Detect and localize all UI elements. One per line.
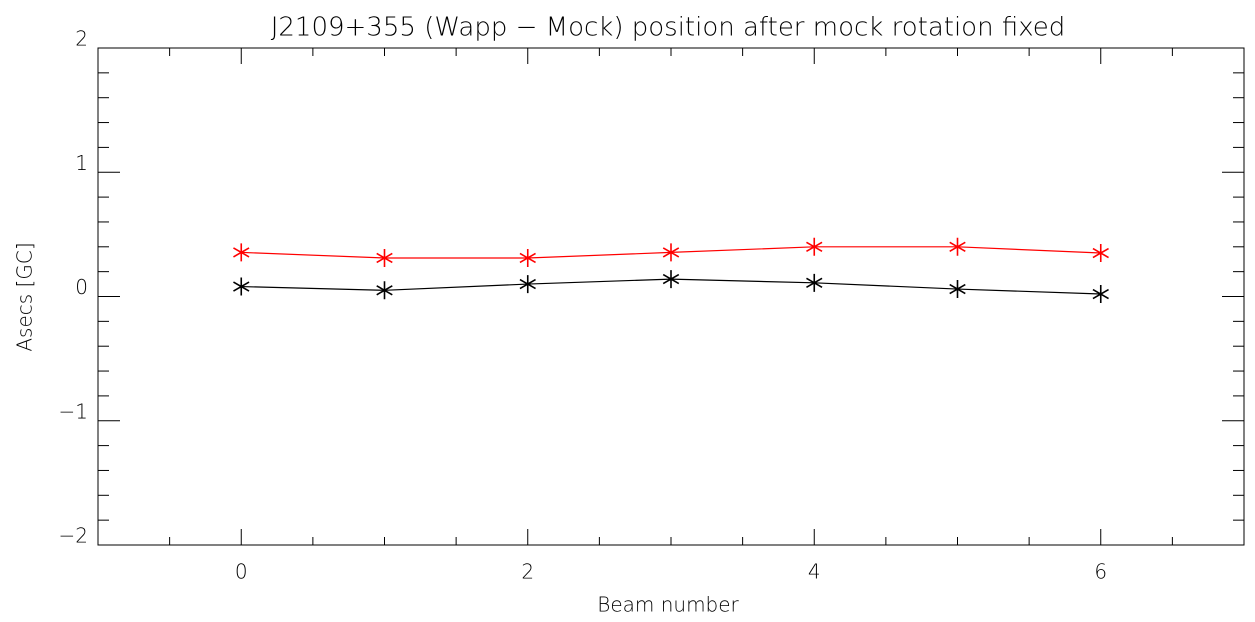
x-tick-label: 4	[808, 560, 821, 584]
data-point	[662, 270, 680, 289]
y-tick-label: −1	[59, 399, 88, 423]
data-point	[233, 243, 250, 262]
data-point	[806, 273, 823, 292]
x-tick-label: 2	[521, 560, 534, 584]
x-axis-label: Beam number	[597, 593, 739, 617]
data-point	[1092, 244, 1109, 263]
plot-frame	[97, 47, 1245, 546]
data-point	[376, 248, 393, 267]
y-tick-label: 0	[75, 275, 88, 299]
data-point	[233, 277, 250, 296]
data-point	[806, 237, 823, 256]
data-point	[1092, 285, 1109, 304]
data-point	[949, 280, 966, 299]
data-point	[662, 243, 680, 262]
data-point	[376, 281, 393, 300]
y-tick-label: 2	[75, 27, 88, 51]
data-point	[949, 237, 966, 256]
data-point	[519, 248, 536, 267]
data-point	[519, 275, 536, 294]
y-tick-label: 1	[75, 151, 88, 175]
chart-title: J2109+355 (Wapp − Mock) position after m…	[271, 13, 1066, 43]
y-tick-label: −2	[59, 524, 88, 548]
y-axis-label: Asecs [GC]	[13, 242, 37, 351]
x-tick-label: 0	[235, 560, 248, 584]
x-tick-label: 6	[1094, 560, 1107, 584]
